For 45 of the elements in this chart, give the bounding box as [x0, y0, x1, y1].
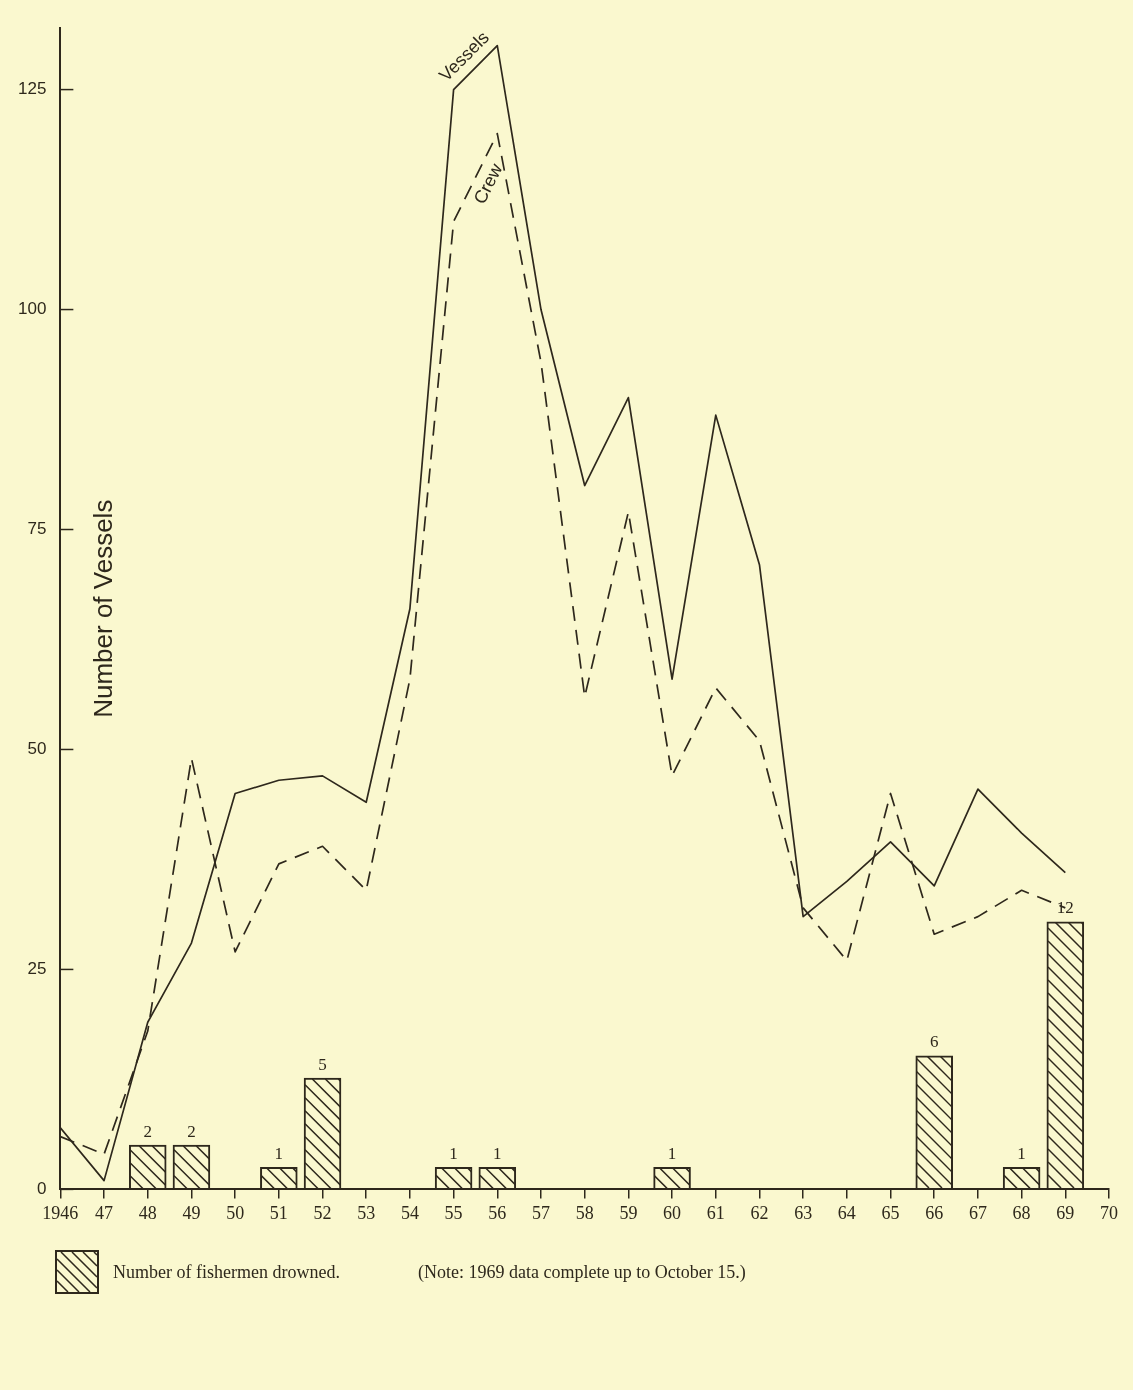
y-tick-label: 50	[27, 739, 47, 759]
x-tick-label: 55	[444, 1202, 463, 1223]
data-label: 2	[187, 1121, 196, 1141]
x-tick-label: 64	[837, 1202, 856, 1223]
data-label: 1	[667, 1144, 677, 1164]
data-label: 12	[1056, 898, 1074, 918]
data-label: 1	[274, 1144, 284, 1164]
text: Crew	[469, 159, 507, 208]
x-tick-label: 61	[706, 1202, 725, 1223]
x-tick-label: 49	[182, 1202, 201, 1223]
y-tick-label: 100	[17, 299, 47, 319]
x-tick-label: 63	[794, 1202, 813, 1223]
x-tick-label: 47	[95, 1202, 114, 1223]
y-tick-label: 75	[27, 519, 47, 539]
x-tick-label: 69	[1056, 1202, 1075, 1223]
x-tick-label: 57	[531, 1202, 550, 1223]
x-tick-label: 50	[226, 1202, 245, 1223]
x-tick-label: 58	[575, 1202, 594, 1223]
legend-label: Number of fishermen drowned.	[113, 1261, 340, 1283]
data-label: 5	[318, 1054, 327, 1074]
data-label: 2	[143, 1121, 152, 1141]
y-tick-label: 0	[36, 1179, 47, 1199]
x-tick-label: 67	[968, 1202, 987, 1223]
x-tick-label: 51	[269, 1202, 288, 1223]
y-tick-label: 125	[17, 79, 47, 99]
x-tick-label: 1946	[42, 1202, 79, 1223]
data-label: 1	[1017, 1144, 1026, 1164]
data-label: 1	[449, 1144, 458, 1164]
x-tick-label: 70	[1100, 1202, 1118, 1223]
x-tick-label: 60	[663, 1202, 682, 1223]
x-tick-label: 56	[488, 1202, 507, 1223]
x-tick-label: 59	[619, 1202, 638, 1223]
y-tick-label: 25	[27, 959, 47, 979]
text: (Note: 1969 data complete up to October 15.)	[417, 1261, 746, 1283]
x-tick-label: 68	[1012, 1202, 1031, 1223]
x-tick-label: 66	[925, 1202, 944, 1223]
x-tick-label: 62	[750, 1202, 769, 1223]
data-label: 1	[493, 1144, 502, 1164]
x-tick-label: 65	[881, 1202, 900, 1223]
x-tick-label: 52	[313, 1202, 332, 1223]
x-tick-label: 53	[357, 1202, 376, 1223]
data-label: 6	[929, 1032, 939, 1052]
x-tick-label: 54	[400, 1202, 419, 1223]
x-tick-label: 48	[138, 1202, 157, 1223]
y-axis-title: Number of Vessels	[87, 499, 118, 718]
